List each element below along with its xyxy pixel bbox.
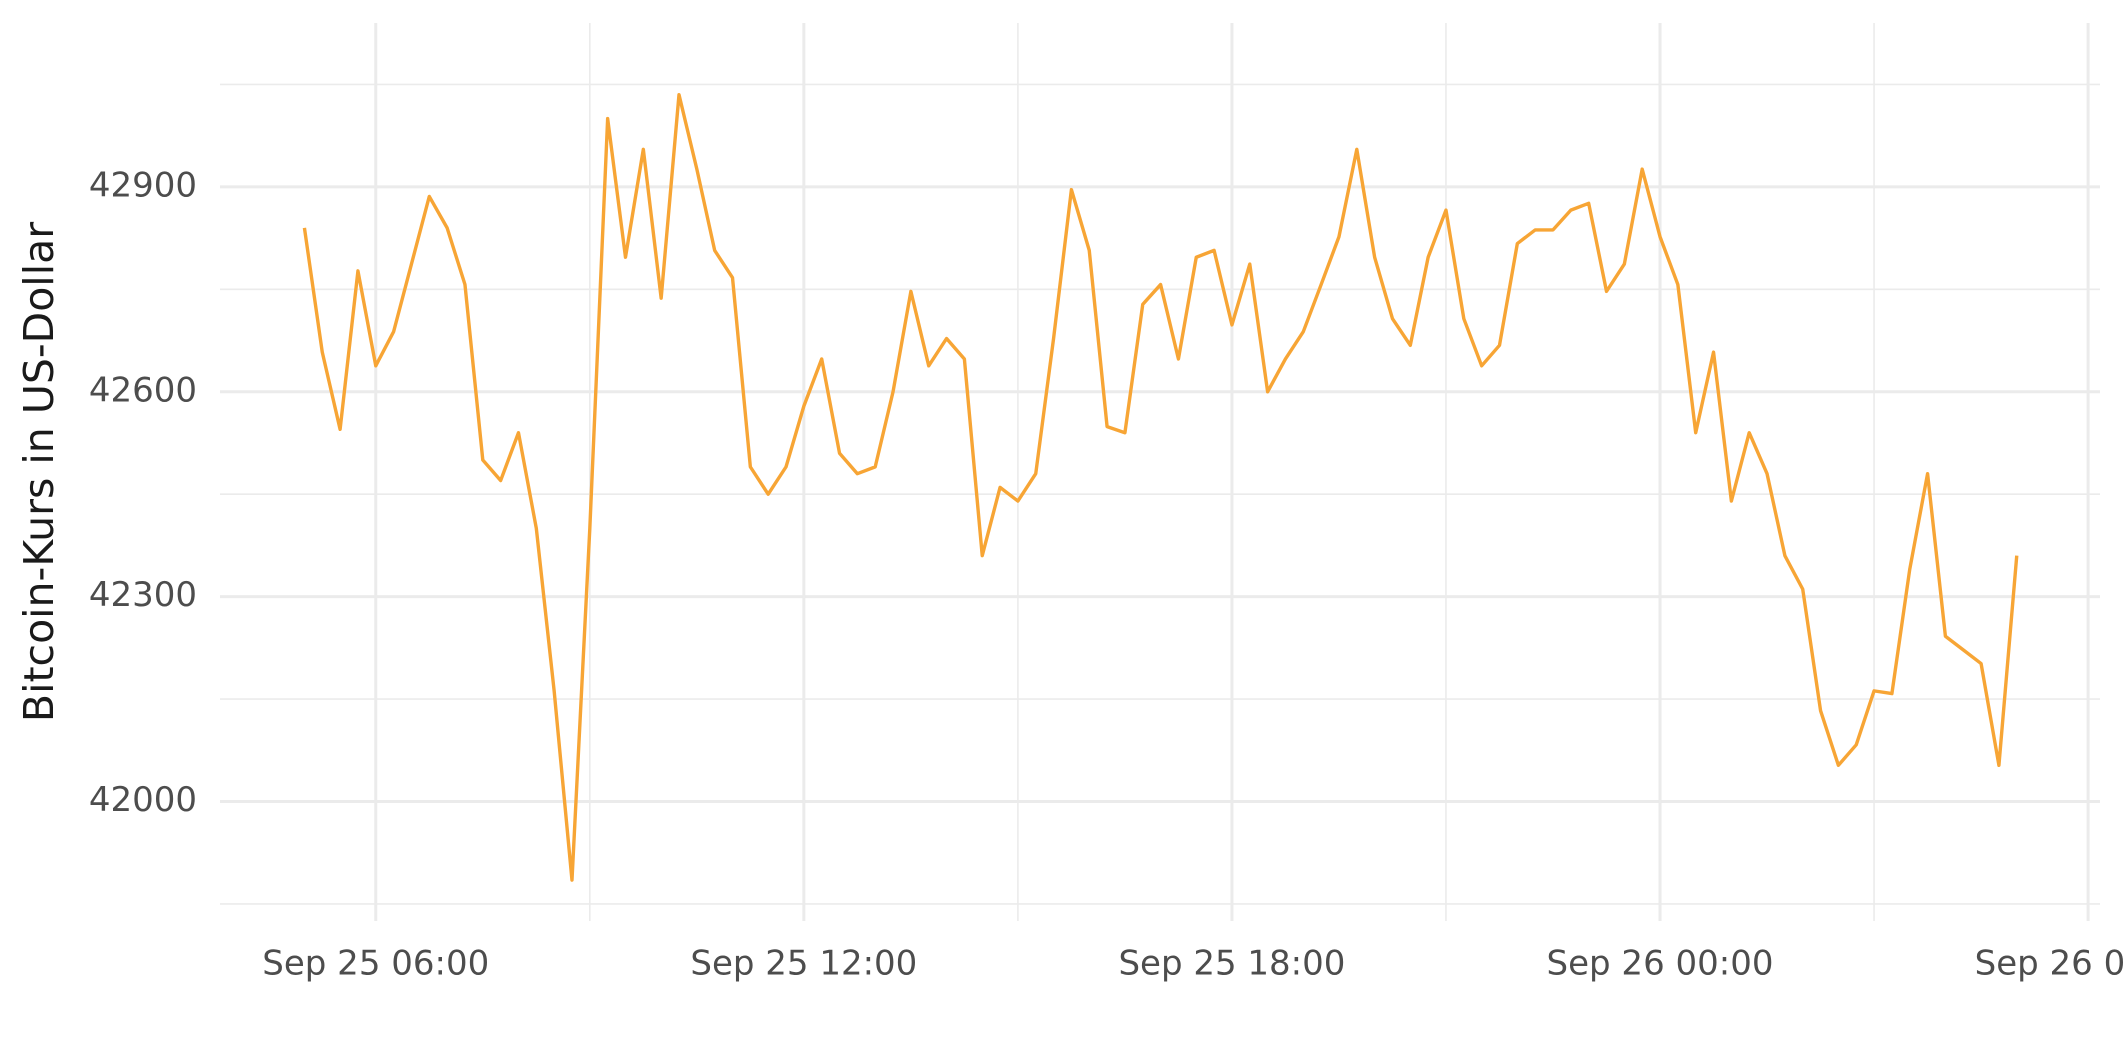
x-tick-label: Sep 25 12:00: [690, 944, 917, 984]
y-tick-label: 42300: [89, 575, 197, 615]
data-line: [302, 93, 2019, 882]
y-axis-title: Bitcoin-Kurs in US-Dollar: [15, 222, 63, 722]
y-tick-label: 42600: [89, 370, 197, 410]
y-tick-label: 42000: [89, 780, 197, 820]
plot: [302, 93, 2019, 882]
x-tick-label: Sep 25 06:00: [262, 944, 489, 984]
x-tick-label: Sep 26 06:00: [1975, 944, 2125, 984]
x-tick-label: Sep 26 00:00: [1547, 944, 1774, 984]
x-tick-label: Sep 25 18:00: [1118, 944, 1345, 984]
y-tick-label: 42900: [89, 165, 197, 205]
grid: [220, 23, 2100, 921]
